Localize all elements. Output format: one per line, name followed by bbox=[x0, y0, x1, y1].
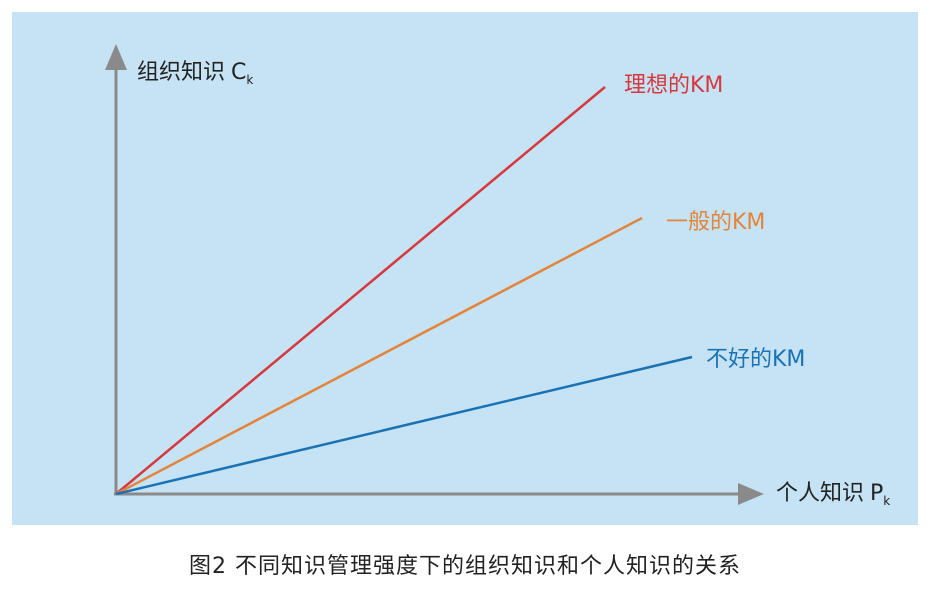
x-axis-label-text: 个人知识 bbox=[776, 481, 864, 506]
x-axis-var: P bbox=[870, 481, 883, 506]
y-axis-label: 组织知识 Ck bbox=[137, 60, 253, 87]
label-poor-km: 不好的KM bbox=[706, 347, 805, 372]
y-axis-arrowhead bbox=[105, 44, 127, 70]
figure-panel bbox=[12, 12, 918, 525]
x-axis-subscript: k bbox=[883, 494, 890, 508]
line-ideal-km bbox=[115, 86, 606, 495]
x-axis-arrowhead bbox=[738, 483, 764, 505]
line-poor-km bbox=[115, 355, 693, 496]
x-axis-label: 个人知识 Pk bbox=[776, 481, 890, 508]
y-axis-subscript: k bbox=[246, 73, 253, 87]
line-average-km bbox=[115, 216, 643, 496]
figure-caption: 图2 不同知识管理强度下的组织知识和个人知识的关系 bbox=[189, 554, 741, 579]
y-axis-var: C bbox=[231, 60, 246, 85]
label-average-km: 一般的KM bbox=[666, 210, 765, 235]
y-axis-label-text: 组织知识 bbox=[137, 60, 225, 85]
label-ideal-km: 理想的KM bbox=[624, 73, 723, 98]
